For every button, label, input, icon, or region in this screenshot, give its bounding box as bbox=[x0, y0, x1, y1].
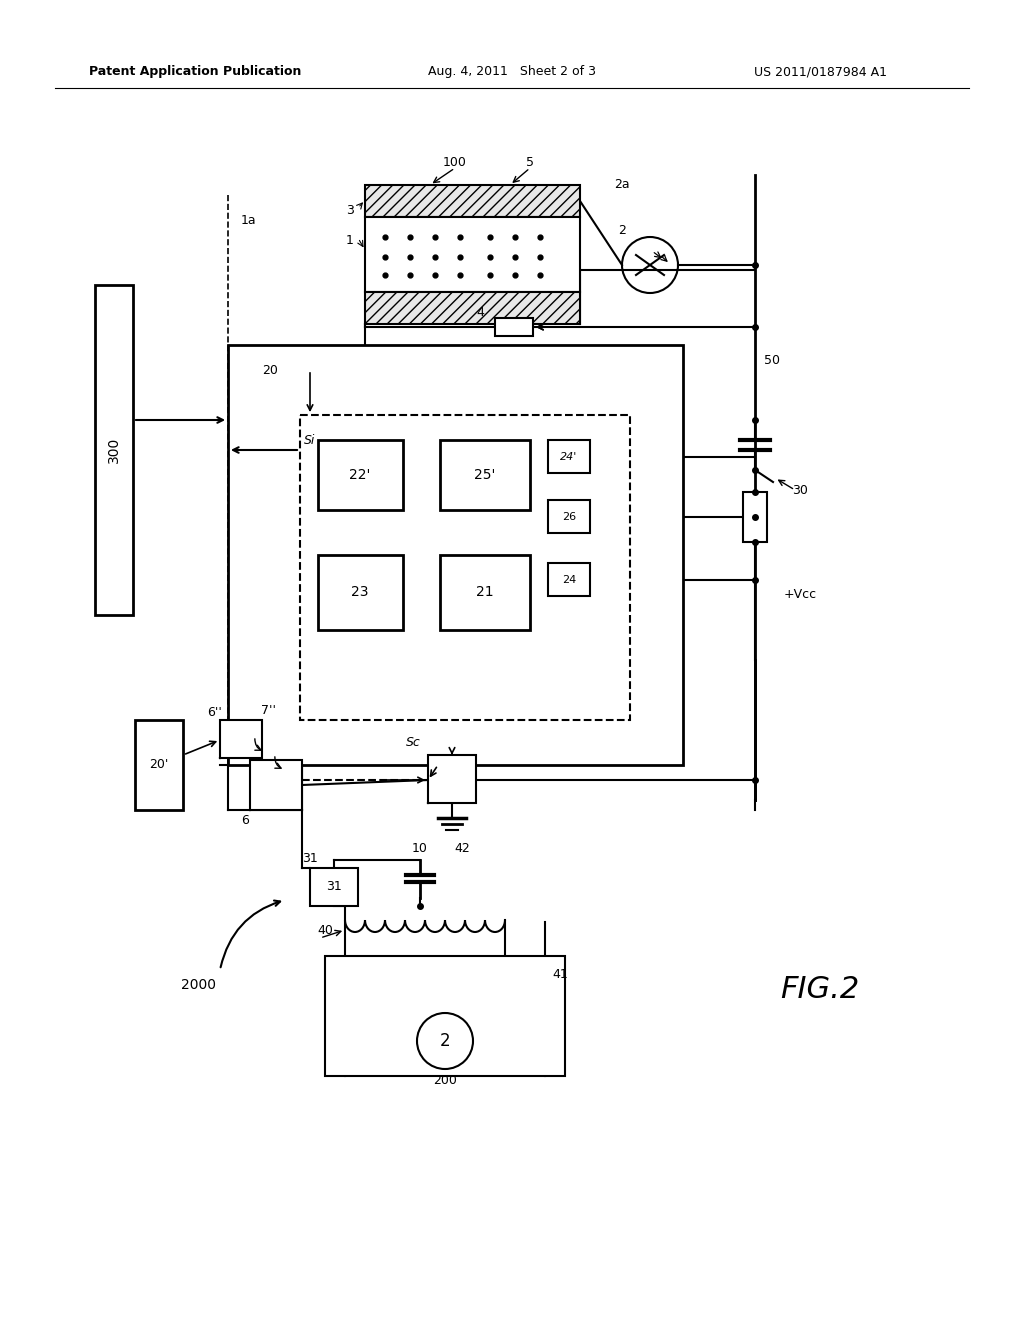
Bar bbox=[325, 956, 565, 1076]
Text: 50: 50 bbox=[764, 354, 780, 367]
Text: US 2011/0187984 A1: US 2011/0187984 A1 bbox=[754, 66, 887, 78]
Text: 24': 24' bbox=[560, 451, 578, 462]
Text: 6: 6 bbox=[241, 813, 249, 826]
Text: Si: Si bbox=[304, 433, 315, 446]
Text: 41: 41 bbox=[552, 969, 568, 982]
Text: 21: 21 bbox=[476, 585, 494, 599]
Text: FIG.2: FIG.2 bbox=[780, 975, 859, 1005]
Text: 4: 4 bbox=[476, 306, 484, 319]
Text: Patent Application Publication: Patent Application Publication bbox=[89, 66, 301, 78]
Text: 26: 26 bbox=[562, 512, 577, 521]
Bar bbox=[428, 755, 476, 803]
Text: Sc: Sc bbox=[406, 737, 421, 750]
Bar bbox=[548, 564, 590, 597]
Text: 2: 2 bbox=[439, 1032, 451, 1049]
Bar bbox=[440, 440, 530, 510]
Bar bbox=[548, 500, 590, 533]
Bar bbox=[365, 216, 580, 292]
Text: 31: 31 bbox=[326, 880, 342, 894]
Text: 10: 10 bbox=[412, 842, 428, 854]
Text: 1a: 1a bbox=[241, 214, 256, 227]
Bar bbox=[228, 345, 683, 766]
Bar bbox=[365, 185, 580, 216]
Bar bbox=[495, 318, 534, 337]
Text: 2a: 2a bbox=[614, 178, 630, 191]
Bar bbox=[220, 719, 262, 758]
Text: 23: 23 bbox=[351, 585, 369, 599]
Text: 42: 42 bbox=[454, 842, 470, 854]
Bar bbox=[548, 440, 590, 473]
Text: 25': 25' bbox=[474, 469, 496, 482]
Text: 20': 20' bbox=[150, 759, 169, 771]
Bar bbox=[318, 440, 403, 510]
Text: 20: 20 bbox=[262, 363, 278, 376]
Bar bbox=[310, 869, 358, 906]
Text: 2: 2 bbox=[618, 223, 626, 236]
Bar bbox=[250, 760, 302, 810]
Text: 200: 200 bbox=[433, 1074, 457, 1088]
Text: 100: 100 bbox=[443, 156, 467, 169]
Text: +Vcc: +Vcc bbox=[783, 589, 816, 602]
Bar bbox=[95, 285, 133, 615]
Text: 3: 3 bbox=[346, 203, 354, 216]
Text: 30: 30 bbox=[792, 483, 808, 496]
Bar bbox=[440, 554, 530, 630]
Text: 22': 22' bbox=[349, 469, 371, 482]
Text: 24: 24 bbox=[562, 576, 577, 585]
Text: Aug. 4, 2011   Sheet 2 of 3: Aug. 4, 2011 Sheet 2 of 3 bbox=[428, 66, 596, 78]
Text: 7'': 7'' bbox=[260, 704, 275, 717]
Text: 5: 5 bbox=[526, 156, 534, 169]
Bar bbox=[365, 292, 580, 323]
Bar bbox=[135, 719, 183, 810]
Bar bbox=[743, 492, 767, 543]
Text: 40: 40 bbox=[317, 924, 333, 936]
Text: 31: 31 bbox=[302, 851, 317, 865]
Bar bbox=[318, 554, 403, 630]
Text: 2000: 2000 bbox=[180, 978, 215, 993]
Bar bbox=[300, 414, 630, 719]
Text: 1: 1 bbox=[346, 234, 354, 247]
Bar bbox=[330, 958, 560, 1014]
Text: 300: 300 bbox=[106, 437, 121, 463]
Text: 6'': 6'' bbox=[208, 705, 222, 718]
